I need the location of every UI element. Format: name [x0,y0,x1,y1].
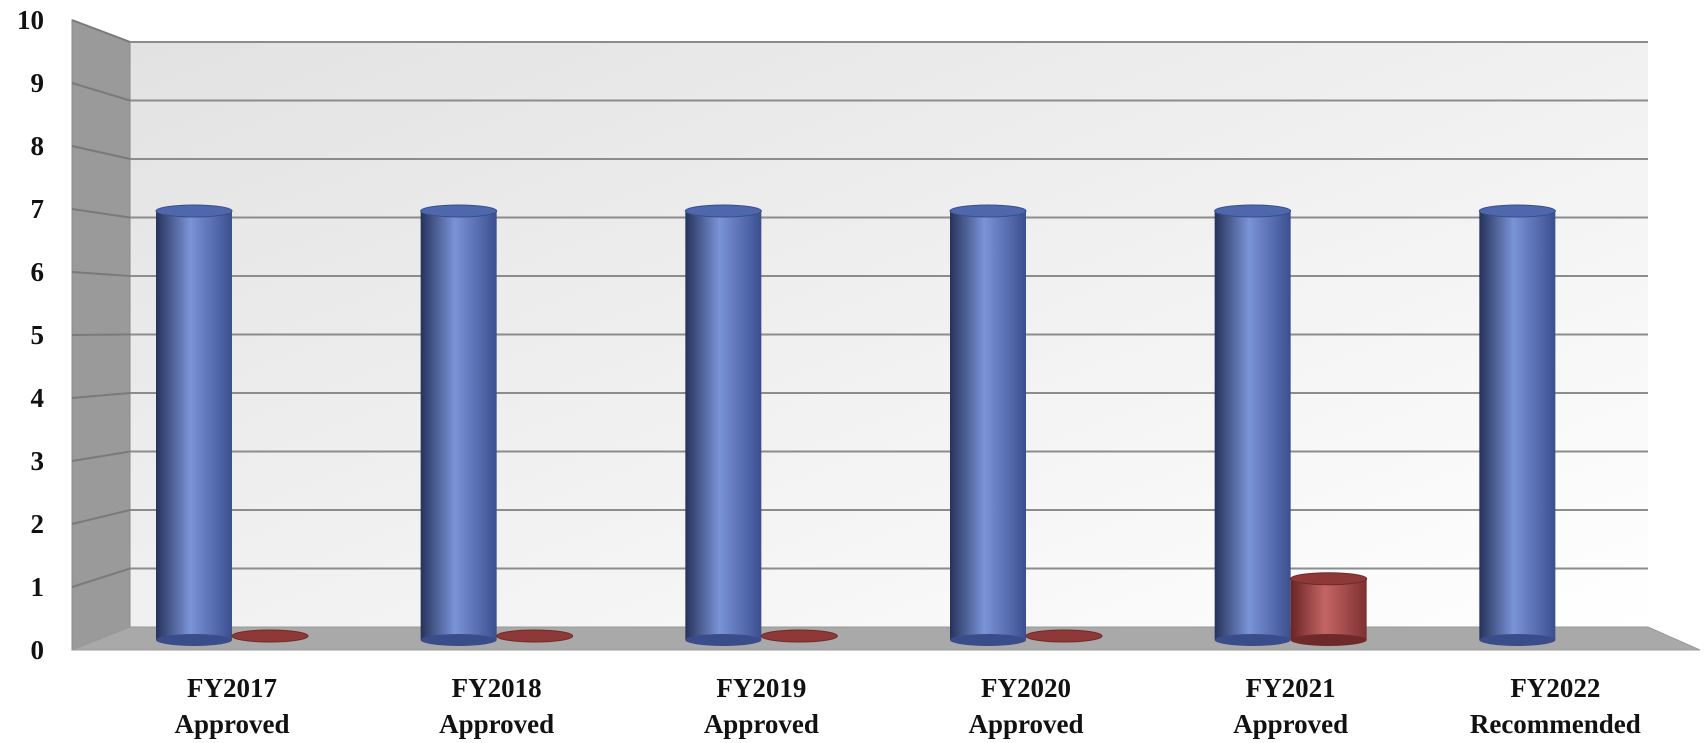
side-gridline [71,333,131,336]
bar-zero-disc [231,629,309,643]
side-gridline [71,19,131,43]
bar-zero-disc [760,629,838,643]
bar-base [156,634,232,646]
x-tick-label: FY2019 Approved [704,673,819,739]
bar [949,204,1027,646]
side-gridline [71,208,131,219]
bars [155,204,1556,646]
x-tick-label: FY2020 Approved [968,673,1083,739]
x-axis-ticks: FY2017 Approved FY2018 Approved FY2019 Approv… [174,673,1640,739]
bar-base [420,634,497,646]
bar [1025,629,1103,643]
bar-top [1478,204,1556,218]
bar-top [155,204,233,218]
bar-body [156,211,232,640]
y-tick-label: 2 [31,509,45,539]
bar-base [1214,634,1291,646]
y-tick-label: 3 [31,446,45,476]
y-tick-label: 9 [31,68,45,98]
y-tick-label: 1 [31,572,45,602]
bar-top [420,204,498,218]
side-gridline [71,392,131,399]
side-gridline [71,567,131,588]
bar-top [684,204,762,218]
bar-body [1214,211,1291,640]
x-tick-label: FY2018 Approved [439,673,554,739]
x-tick-label: FY2022 Recommended [1470,673,1641,739]
bar-body [685,211,762,640]
bar-body [1479,211,1556,640]
y-tick-label: 4 [31,383,45,413]
side-gridline [71,271,131,277]
bar-base [685,634,762,646]
bar-body [420,211,497,640]
bar [496,629,574,643]
bar [155,204,233,646]
bar-zero-disc [1025,629,1103,643]
bar [420,204,498,646]
bar-top [1290,572,1368,586]
bar-body [950,211,1026,640]
y-tick-label: 6 [31,257,45,287]
y-tick-label: 5 [31,320,45,350]
bar-body [1290,578,1367,640]
bar-top [1214,204,1292,218]
x-tick-label: FY2017 Approved [174,673,289,739]
y-tick-label: 7 [31,194,45,224]
bar-top [949,204,1027,218]
side-gridline [71,145,131,160]
bar [1478,204,1556,646]
side-gridline [71,82,131,102]
bar [760,629,838,643]
gridlines [71,19,1648,588]
x-tick-label: FY2021 Approved [1233,673,1348,739]
bar [1214,204,1292,646]
bar-base [950,634,1026,646]
bar-base [1479,634,1556,646]
y-axis-ticks: 0 1 2 3 4 5 6 7 8 9 10 [17,5,44,665]
y-tick-label: 10 [17,5,44,35]
bar-zero-disc [496,629,574,643]
bar [684,204,762,646]
floor [71,626,1701,651]
y-tick-label: 8 [31,131,45,161]
side-gridline [71,509,131,525]
side-gridline [71,450,131,462]
y-tick-label: 0 [31,635,45,665]
bar [231,629,309,643]
bar [1290,572,1368,646]
bar-base [1290,634,1367,646]
